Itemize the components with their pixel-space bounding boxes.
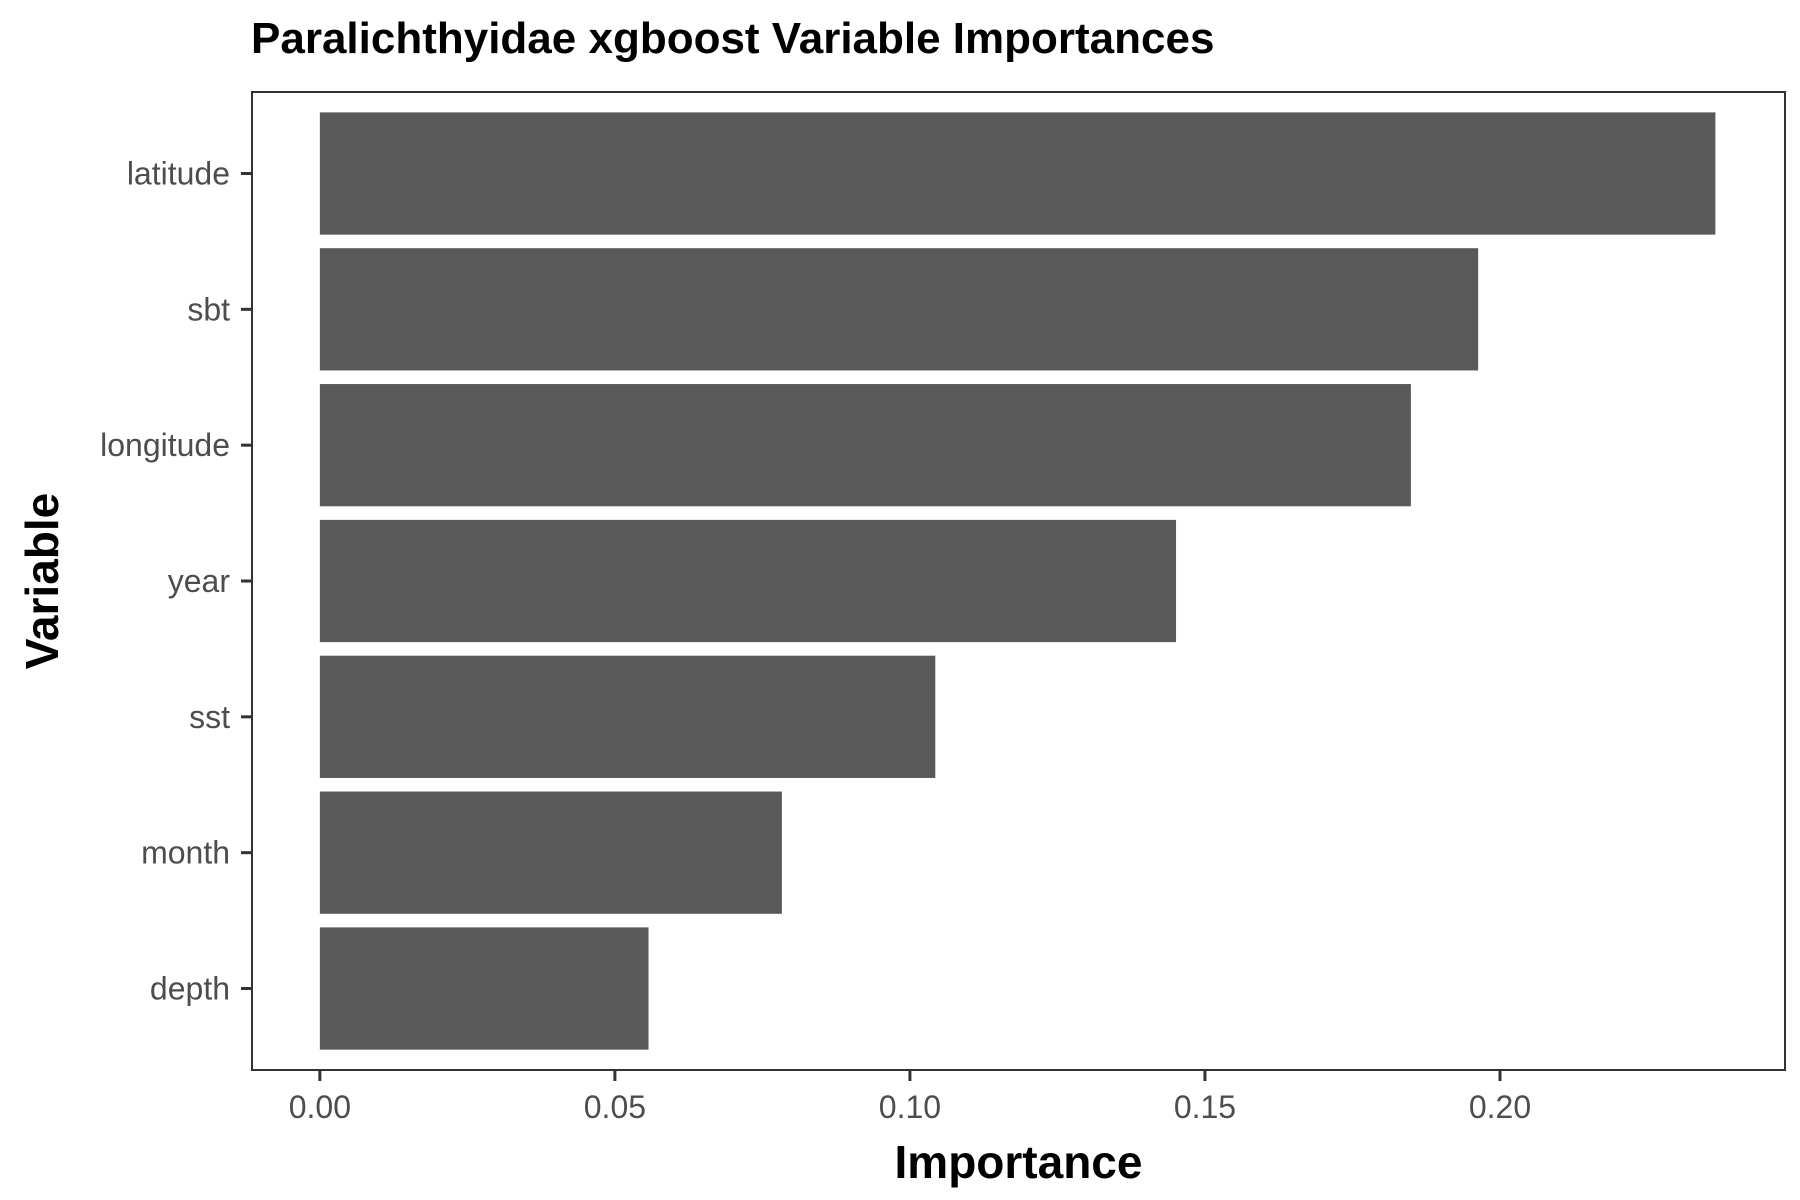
x-tick-label: 0.20 (1469, 1089, 1531, 1125)
bar-year (319, 519, 1177, 643)
bar-longitude (319, 384, 1411, 507)
y-tick-label: month (141, 835, 230, 871)
bars-group (319, 112, 1716, 1050)
y-tick-label: sst (189, 699, 230, 735)
bar-depth (319, 927, 649, 1050)
y-tick-label: year (168, 563, 231, 599)
x-axis: 0.00 0.05 0.10 0.15 0.20 (289, 1070, 1531, 1125)
x-tick-label: 0.05 (584, 1089, 646, 1125)
bar-sbt (319, 248, 1479, 371)
y-tick-label: longitude (100, 427, 230, 463)
x-tick-label: 0.15 (1174, 1089, 1236, 1125)
y-axis-title: Variable (16, 493, 68, 669)
bar-month (319, 791, 782, 914)
y-tick-label: depth (150, 971, 230, 1007)
bar-sst (319, 655, 936, 778)
chart-title: Paralichthyidae xgboost Variable Importa… (251, 14, 1215, 63)
x-tick-label: 0.00 (289, 1089, 351, 1125)
y-tick-label: sbt (187, 291, 230, 327)
y-axis: latitude sbt longitude year sst month depth (100, 156, 252, 1007)
bar-latitude (319, 112, 1716, 235)
x-tick-label: 0.10 (879, 1089, 941, 1125)
x-axis-title: Importance (895, 1136, 1143, 1188)
y-tick-label: latitude (127, 156, 230, 192)
